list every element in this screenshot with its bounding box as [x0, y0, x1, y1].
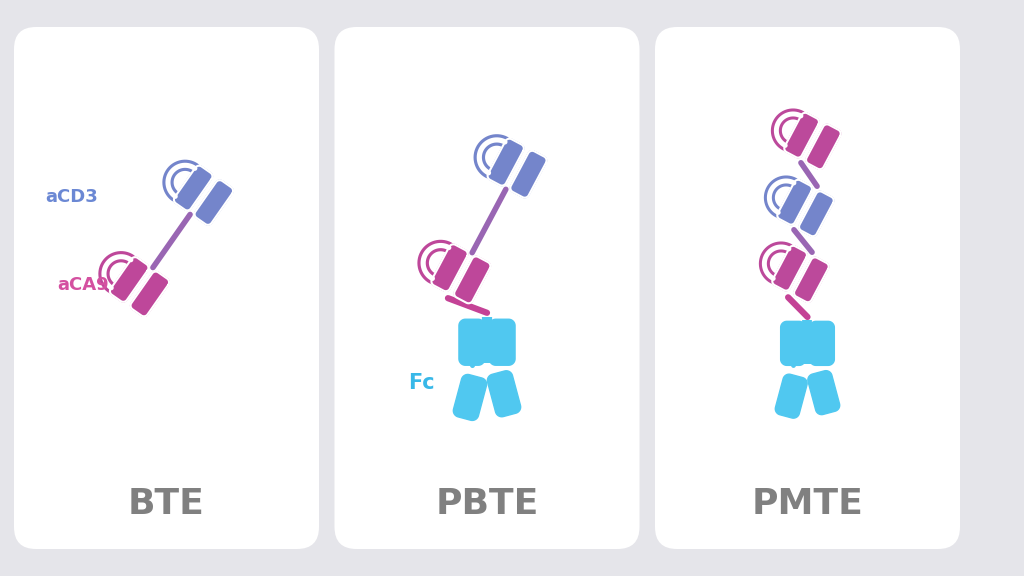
Polygon shape [195, 180, 233, 225]
Text: BTE: BTE [128, 487, 205, 521]
FancyBboxPatch shape [655, 27, 959, 549]
Polygon shape [487, 371, 520, 417]
Polygon shape [455, 256, 490, 304]
Polygon shape [487, 139, 524, 185]
Text: PBTE: PBTE [435, 487, 539, 521]
Polygon shape [806, 124, 841, 169]
Polygon shape [784, 113, 819, 158]
Polygon shape [772, 246, 807, 291]
Polygon shape [459, 319, 484, 365]
Polygon shape [777, 180, 812, 225]
Polygon shape [808, 370, 840, 415]
Polygon shape [510, 151, 547, 198]
Polygon shape [780, 321, 805, 365]
Polygon shape [775, 374, 807, 418]
Polygon shape [174, 166, 212, 210]
Polygon shape [131, 272, 169, 316]
FancyBboxPatch shape [335, 27, 640, 549]
Text: aCD3: aCD3 [46, 188, 98, 206]
Polygon shape [489, 319, 515, 365]
Text: PMTE: PMTE [752, 487, 863, 521]
Polygon shape [431, 244, 468, 291]
Polygon shape [794, 257, 828, 302]
Polygon shape [799, 191, 834, 236]
Polygon shape [454, 374, 486, 420]
Text: aCA9: aCA9 [57, 276, 109, 294]
Text: Fc: Fc [409, 373, 435, 393]
FancyBboxPatch shape [14, 27, 319, 549]
Polygon shape [110, 257, 148, 302]
Polygon shape [810, 321, 835, 365]
